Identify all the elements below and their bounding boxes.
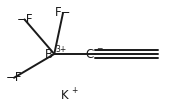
Text: −F: −F <box>6 71 22 84</box>
Text: B: B <box>45 48 53 60</box>
Text: K: K <box>61 89 69 102</box>
Text: 3+: 3+ <box>56 44 67 53</box>
Text: C: C <box>85 48 93 60</box>
Text: +: + <box>72 86 78 94</box>
Text: F−: F− <box>55 6 71 19</box>
Text: −: − <box>96 44 102 53</box>
Text: −F: −F <box>16 13 33 26</box>
